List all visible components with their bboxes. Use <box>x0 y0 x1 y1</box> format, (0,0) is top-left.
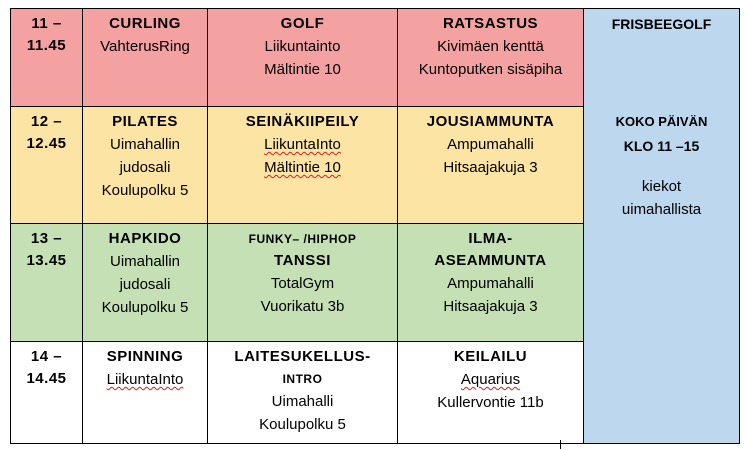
time-start: 13 – <box>30 230 63 247</box>
activity-line: Mältintie 10 <box>264 61 341 78</box>
time-start: 14 – <box>30 348 63 365</box>
side-line: uimahallista <box>621 201 702 218</box>
activity-line: Ampumahalli <box>447 136 534 153</box>
stray-mark <box>560 440 561 449</box>
activity-line: Kuntoputken sisäpiha <box>418 61 563 78</box>
activity-cell: KEILAILU Aquarius Kullervontie 11b <box>397 341 584 444</box>
activity-title: LAITESUKELLUS- <box>234 348 371 365</box>
activity-cell: FUNKY– /HIPHOP TANSSI TotalGym Vuorikatu… <box>207 223 398 342</box>
activity-line: Aquarius <box>460 371 521 388</box>
activity-title: CURLING <box>109 15 181 32</box>
activity-line: LiikuntaInto <box>264 136 341 153</box>
time-start: 11 – <box>31 15 62 32</box>
schedule-row: 14 – 14.45 SPINNING LiikuntaInto LAITESU… <box>10 341 740 444</box>
activity-cell: SPINNING LiikuntaInto <box>82 341 208 444</box>
activity-cell: LAITESUKELLUS- INTRO Uimahalli Koulupolk… <box>207 341 398 444</box>
side-title: FRISBEEGOLF <box>611 16 712 32</box>
activity-line: Koulupolku 5 <box>259 416 346 433</box>
time-cell: 12 – 12.45 <box>10 106 83 224</box>
time-cell: 11 – 11.45 <box>10 8 83 107</box>
activity-line: Hitsaajakuja 3 <box>443 159 538 176</box>
schedule-row: 12 – 12.45 PILATES Uimahallin judosali K… <box>10 106 740 224</box>
activity-line: judosali <box>119 276 171 293</box>
time-end: 11.45 <box>26 37 67 54</box>
side-line: kiekot <box>641 178 682 195</box>
side-klo: KLO 11 –15 <box>623 138 700 154</box>
schedule-table: 11 – 11.45 CURLING VahterusRing GOLF Lii… <box>10 8 740 444</box>
activity-title: TANSSI <box>274 252 331 269</box>
activity-title: JOUSIAMMUNTA <box>426 113 555 130</box>
activity-line: VahterusRing <box>100 38 190 55</box>
activity-line: Koulupolku 5 <box>101 182 189 199</box>
activity-cell: CURLING VahterusRing <box>82 8 208 107</box>
activity-line: Koulupolku 5 <box>101 299 189 316</box>
schedule-row: 11 – 11.45 CURLING VahterusRing GOLF Lii… <box>10 8 740 444</box>
activity-cell: HAPKIDO Uimahallin judosali Koulupolku 5 <box>82 223 208 342</box>
activity-cell: SEINÄKIIPEILY LiikuntaInto Mältintie 10 <box>207 106 398 224</box>
activity-line: Uimahallin <box>109 136 181 153</box>
activity-cell: GOLF Liikuntainto Mältintie 10 <box>207 8 398 107</box>
activity-title: HAPKIDO <box>108 230 182 247</box>
time-end: 14.45 <box>26 370 67 387</box>
activity-line: Vuorikatu 3b <box>260 298 345 315</box>
activity-line: Hitsaajakuja 3 <box>443 298 538 315</box>
activity-cell: JOUSIAMMUNTA Ampumahalli Hitsaajakuja 3 <box>397 106 584 224</box>
time-cell: 14 – 14.45 <box>10 341 83 444</box>
activity-subtitle: FUNKY– /HIPHOP <box>248 232 357 246</box>
side-koko: KOKO PÄIVÄN <box>615 114 708 129</box>
time-end: 12.45 <box>26 135 67 152</box>
activity-cell: ILMA- ASEAMMUNTA Ampumahalli Hitsaajakuj… <box>397 223 584 342</box>
activity-title: ILMA- <box>468 230 513 247</box>
activity-title: KEILAILU <box>453 348 528 365</box>
activity-title: PILATES <box>112 113 178 130</box>
activity-line: Ampumahalli <box>447 275 534 292</box>
activity-line: Kullervontie 11b <box>437 394 544 411</box>
time-start: 12 – <box>30 113 63 130</box>
frisbeegolf-cell: FRISBEEGOLF KOKO PÄIVÄN KLO 11 –15 kieko… <box>583 8 740 444</box>
activity-line: Uimahalli <box>271 393 334 410</box>
activity-line: TotalGym <box>270 275 335 292</box>
time-end: 13.45 <box>26 252 67 269</box>
schedule-row: 13 – 13.45 HAPKIDO Uimahallin judosali K… <box>10 223 740 342</box>
activity-subtitle: INTRO <box>282 372 323 386</box>
activity-cell: RATSASTUS Kivimäen kenttä Kuntoputken si… <box>397 8 584 107</box>
activity-line: judosali <box>119 159 171 176</box>
activity-title: RATSASTUS <box>442 15 539 32</box>
activity-title: GOLF <box>280 15 325 32</box>
activity-cell: PILATES Uimahallin judosali Koulupolku 5 <box>82 106 208 224</box>
activity-title: SPINNING <box>106 348 184 365</box>
activity-title: SEINÄKIIPEILY <box>245 113 360 130</box>
activity-line: Mältintie 10 <box>264 159 341 176</box>
activity-title-cont: ASEAMMUNTA <box>434 252 547 269</box>
activity-line: Kivimäen kenttä <box>437 38 544 55</box>
activity-line: Liikuntainto <box>264 38 341 55</box>
activity-line: LiikuntaInto <box>106 371 184 388</box>
time-cell: 13 – 13.45 <box>10 223 83 342</box>
activity-line: Uimahallin <box>109 253 181 270</box>
